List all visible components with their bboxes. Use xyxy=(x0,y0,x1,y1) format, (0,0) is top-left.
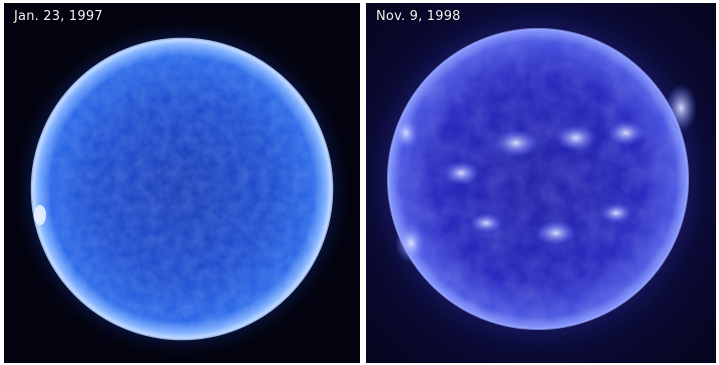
date-label-1997: Jan. 23, 1997 xyxy=(14,9,103,24)
quiet-sun-disk xyxy=(10,17,354,361)
active-regions xyxy=(394,84,697,263)
active-sun-disk xyxy=(366,3,716,359)
solar-image-1998: Nov. 9, 1998 xyxy=(366,3,716,363)
solar-image-1997: Jan. 23, 1997 xyxy=(4,3,360,363)
date-label-1998: Nov. 9, 1998 xyxy=(376,9,461,24)
